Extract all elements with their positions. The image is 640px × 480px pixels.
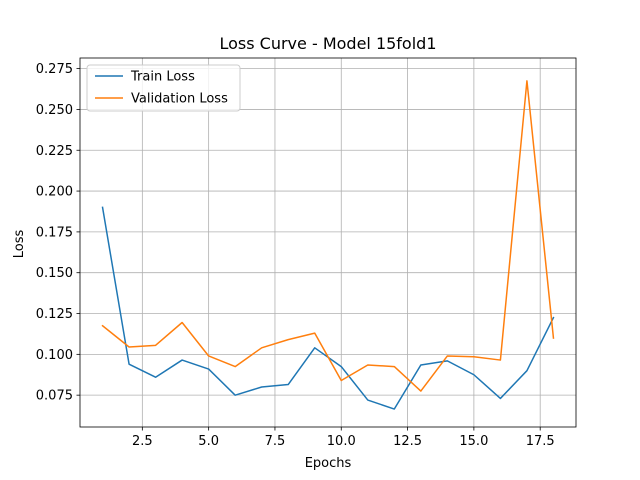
x-tick-label: 17.5	[526, 434, 555, 449]
chart-title: Loss Curve - Model 15fold1	[219, 34, 436, 53]
y-tick-label: 0.225	[36, 144, 73, 159]
y-tick-label: 0.100	[36, 348, 73, 363]
y-tick-label: 0.175	[36, 225, 73, 240]
legend-label: Train Loss	[130, 70, 195, 85]
y-axis-title: Loss	[12, 230, 27, 259]
x-tick-label: 12.5	[393, 434, 422, 449]
plot-area: 2.5 5.0 7.5 10.0 12.5 15.0 17.5 0.075 0.100 0.125…	[36, 57, 577, 449]
y-tick-label: 0.275	[36, 62, 73, 77]
x-tick-label: 5.0	[198, 434, 219, 449]
y-tick-label: 0.125	[36, 307, 73, 322]
y-tick-label: 0.075	[36, 389, 73, 404]
x-tick-label: 2.5	[132, 434, 153, 449]
x-tick-label: 10.0	[327, 434, 356, 449]
y-tick-label: 0.200	[36, 185, 73, 200]
y-tick-label: 0.250	[36, 103, 73, 118]
x-tick-label: 15.0	[459, 434, 488, 449]
x-axis-title: Epochs	[305, 456, 352, 471]
x-tick-label: 7.5	[265, 434, 286, 449]
y-tick-label: 0.150	[36, 266, 73, 281]
series-line-validation-loss	[101, 80, 555, 392]
legend-box	[86, 64, 241, 112]
axes-frame	[79, 57, 577, 428]
legend-label: Validation Loss	[131, 92, 228, 107]
